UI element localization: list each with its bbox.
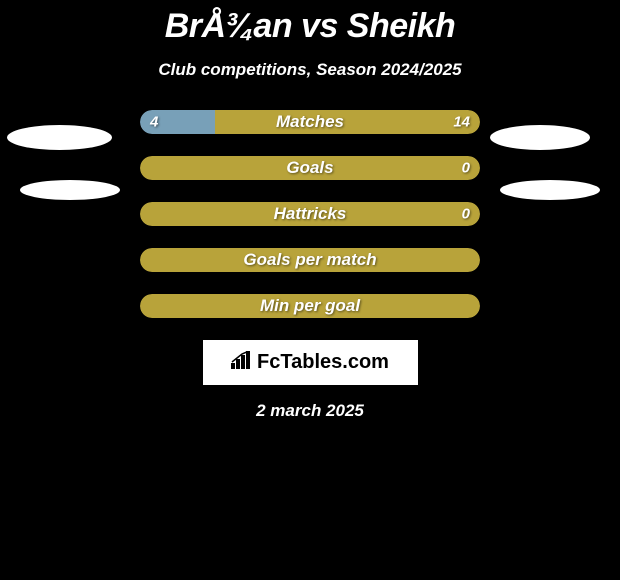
- player-left-ellipse-1: [7, 125, 112, 150]
- stat-row: Matches 4 14: [140, 110, 480, 134]
- logo-text: FcTables.com: [231, 351, 389, 375]
- stat-label: Hattricks: [274, 204, 347, 224]
- stat-value-right: 0: [462, 206, 470, 223]
- stat-row: Min per goal: [140, 294, 480, 318]
- stat-value-left: 4: [150, 114, 158, 131]
- chart-icon: [231, 351, 253, 375]
- logo-label: FcTables.com: [257, 351, 389, 374]
- page-subtitle: Club competitions, Season 2024/2025: [0, 60, 620, 80]
- stat-row: Goals per match: [140, 248, 480, 272]
- stat-label: Matches: [276, 112, 344, 132]
- logo-box: FcTables.com: [203, 340, 418, 385]
- page-title: BrÅ¾an vs Sheikh: [0, 0, 620, 46]
- stat-row: Hattricks 0: [140, 202, 480, 226]
- player-left-ellipse-2: [20, 180, 120, 200]
- footer-date: 2 march 2025: [0, 401, 620, 421]
- stat-label: Min per goal: [260, 296, 360, 316]
- player-right-ellipse-1: [490, 125, 590, 150]
- stat-row: Goals 0: [140, 156, 480, 180]
- stat-value-right: 0: [462, 160, 470, 177]
- stat-label: Goals per match: [243, 250, 376, 270]
- stat-bar-right: [215, 110, 480, 134]
- player-right-ellipse-2: [500, 180, 600, 200]
- stat-label: Goals: [286, 158, 333, 178]
- stat-value-right: 14: [453, 114, 470, 131]
